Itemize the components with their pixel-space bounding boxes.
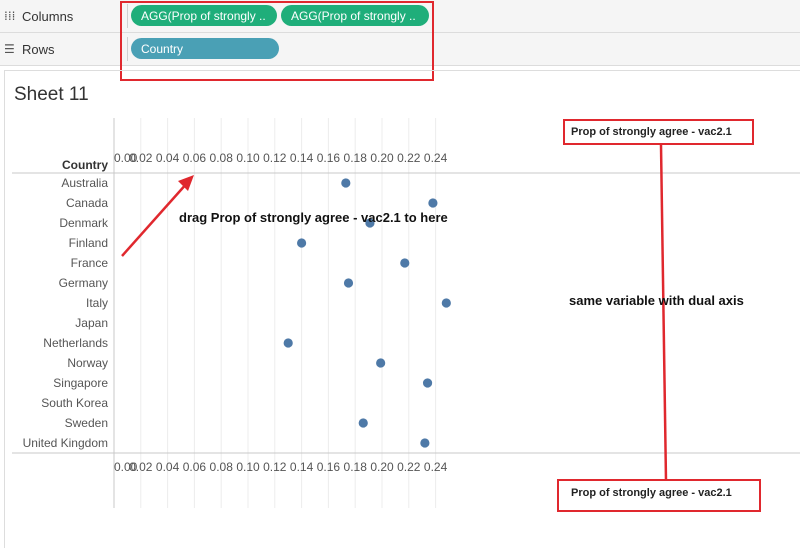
top-axis-tick-label: 0.12 xyxy=(263,151,287,165)
bottom-axis-tick-label: 0.14 xyxy=(290,460,314,474)
sheet-title[interactable]: Sheet 11 xyxy=(14,84,89,105)
data-point[interactable] xyxy=(441,298,451,308)
data-point[interactable] xyxy=(343,278,354,288)
columns-pill-1[interactable]: AGG(Prop of strongly .. xyxy=(131,5,277,26)
bottom-axis-tick-label: 0.20 xyxy=(370,460,394,474)
drag-arrow-head-icon xyxy=(178,175,194,191)
country-label[interactable]: Singapore xyxy=(53,376,108,390)
country-label[interactable]: Canada xyxy=(66,196,108,210)
country-label[interactable]: United Kingdom xyxy=(23,436,108,450)
bottom-axis-tick-label: 0.12 xyxy=(263,460,287,474)
columns-pill-2[interactable]: AGG(Prop of strongly .. xyxy=(281,5,429,26)
top-axis-title-box xyxy=(563,119,754,145)
top-axis-tick-label: 0.04 xyxy=(156,151,180,165)
bottom-axis-tick-label: 0.10 xyxy=(236,460,260,474)
data-point[interactable] xyxy=(422,378,433,388)
country-label[interactable]: Finland xyxy=(69,236,108,250)
bottom-axis-tick-label: 0.22 xyxy=(397,460,421,474)
country-label[interactable]: Australia xyxy=(61,176,108,190)
country-label[interactable]: Japan xyxy=(75,316,108,330)
top-axis-tick-label: 0.06 xyxy=(183,151,207,165)
data-point[interactable] xyxy=(283,338,293,348)
top-axis-tick-label: 0.20 xyxy=(370,151,394,165)
country-label[interactable]: Denmark xyxy=(59,216,109,230)
shelf-divider xyxy=(127,37,128,61)
data-point[interactable] xyxy=(428,198,438,208)
bottom-axis-tick-label: 0.06 xyxy=(183,460,207,474)
data-point[interactable] xyxy=(420,438,430,448)
top-axis-tick-label: 0.18 xyxy=(344,151,368,165)
columns-shelf: ⁞⁞⁞ Columns AGG(Prop of strongly .. AGG(… xyxy=(0,0,800,33)
columns-label-text: Columns xyxy=(22,8,74,24)
data-point[interactable] xyxy=(341,178,351,188)
columns-icon: ⁞⁞⁞ xyxy=(4,9,16,23)
bottom-axis-tick-label: 0.02 xyxy=(129,460,153,474)
rows-icon: ☰ xyxy=(4,42,15,56)
top-axis-title[interactable]: Prop of strongly agree - vac2.1 xyxy=(571,126,732,138)
row-header-country[interactable]: Country xyxy=(62,158,108,172)
data-point[interactable] xyxy=(400,258,410,268)
top-axis-tick-label: 0.00 xyxy=(114,151,138,165)
bottom-axis-tick-label: 0.24 xyxy=(424,460,448,474)
country-label[interactable]: Netherlands xyxy=(43,336,108,350)
country-label[interactable]: France xyxy=(71,256,109,270)
country-label[interactable]: South Korea xyxy=(41,396,108,410)
country-label[interactable]: Norway xyxy=(67,356,108,370)
top-axis-tick-label: 0.02 xyxy=(129,151,153,165)
top-axis-tick-label: 0.24 xyxy=(424,151,448,165)
dual-axis-annotation: same variable with dual axis xyxy=(569,293,744,308)
bottom-axis-tick-label: 0.16 xyxy=(317,460,341,474)
bottom-axis-tick-label: 0.18 xyxy=(344,460,368,474)
drag-hint-annotation: drag Prop of strongly agree - vac2.1 to … xyxy=(179,210,448,225)
bottom-axis-title-box xyxy=(557,479,761,512)
top-axis-tick-label: 0.22 xyxy=(397,151,421,165)
data-point[interactable] xyxy=(365,218,375,228)
columns-label: ⁞⁞⁞ Columns xyxy=(4,0,73,32)
rows-shelf: ☰ Rows Country xyxy=(0,33,800,66)
country-label[interactable]: Sweden xyxy=(65,416,108,430)
top-axis-tick-label: 0.08 xyxy=(210,151,234,165)
dual-axis-connector-line xyxy=(659,144,668,482)
shelf-divider xyxy=(127,4,128,28)
bottom-axis-title[interactable]: Prop of strongly agree - vac2.1 xyxy=(571,487,732,499)
rows-pill-country[interactable]: Country xyxy=(131,38,279,59)
bottom-axis-tick-label: 0.08 xyxy=(210,460,234,474)
rows-label-text: Rows xyxy=(22,41,55,57)
drag-arrow-line xyxy=(121,181,189,257)
top-axis-tick-label: 0.10 xyxy=(236,151,260,165)
top-axis-tick-label: 0.14 xyxy=(290,151,314,165)
data-point[interactable] xyxy=(376,358,386,368)
shelves-highlight-box xyxy=(120,1,434,81)
top-axis-tick-label: 0.16 xyxy=(317,151,341,165)
country-label[interactable]: Italy xyxy=(86,296,108,310)
data-point[interactable] xyxy=(358,418,368,428)
data-point[interactable] xyxy=(297,238,307,248)
sheet-area xyxy=(4,70,800,548)
rows-label: ☰ Rows xyxy=(4,33,55,65)
country-label[interactable]: Germany xyxy=(59,276,108,290)
bottom-axis-tick-label: 0.04 xyxy=(156,460,180,474)
bottom-axis-tick-label: 0.00 xyxy=(114,460,138,474)
